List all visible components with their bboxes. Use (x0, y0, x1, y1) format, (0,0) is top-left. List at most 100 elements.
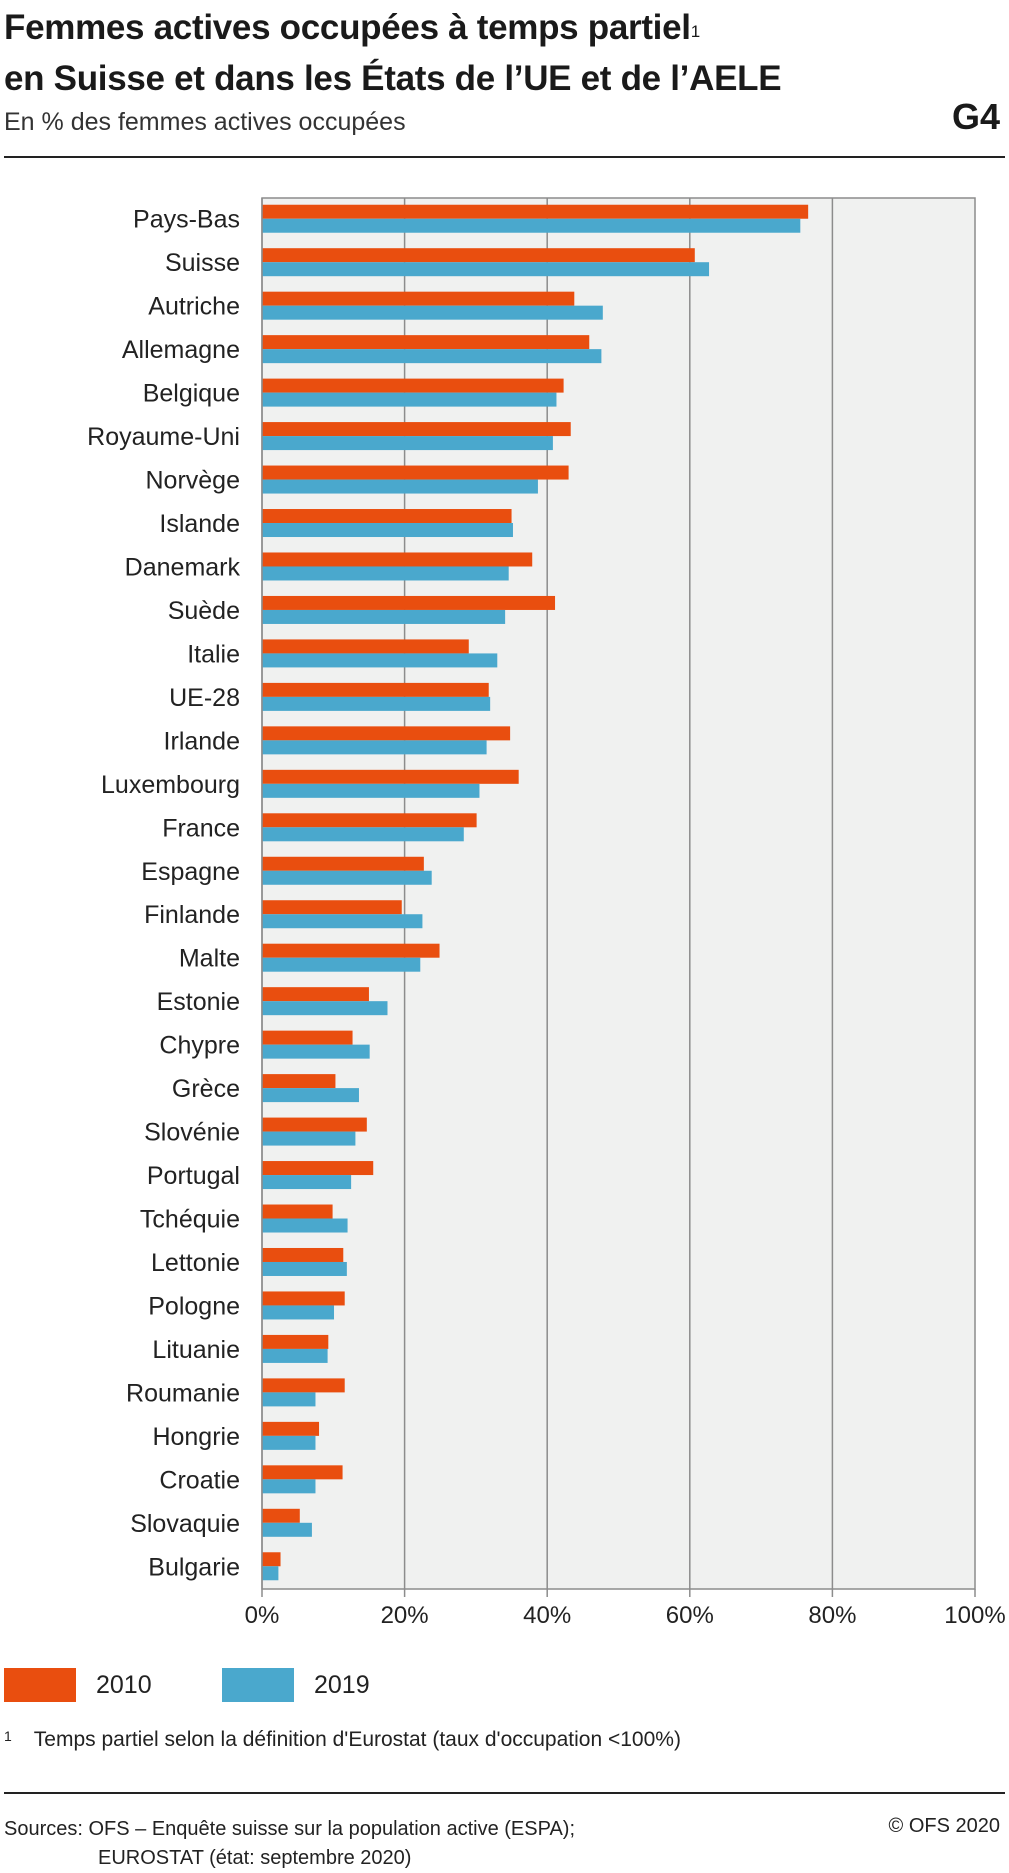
category-label: Lettonie (151, 1249, 240, 1277)
footnote-mark: 1 (4, 1728, 12, 1744)
bar-2010 (262, 595, 556, 610)
bar-2019 (262, 783, 480, 798)
bar-2019 (262, 436, 553, 451)
category-label: Suisse (165, 249, 240, 277)
legend-swatch-2019 (222, 1668, 294, 1702)
category-label: Finlande (144, 901, 240, 929)
bar-2010 (262, 1117, 367, 1132)
category-label: Suède (168, 597, 240, 625)
bar-2010 (262, 1552, 281, 1567)
bar-2010 (262, 856, 424, 871)
category-label: Malte (179, 945, 240, 973)
legend: 2010 2019 (0, 1668, 1009, 1708)
bar-2010 (262, 335, 590, 350)
sources: Sources: OFS – Enquête suisse sur la pop… (4, 1815, 575, 1873)
bar-2019 (262, 262, 710, 277)
copyright: © OFS 2020 (888, 1815, 1000, 1837)
bar-2019 (262, 1131, 356, 1146)
category-label: France (162, 814, 240, 842)
bar-2010 (262, 248, 695, 263)
category-label: Portugal (147, 1162, 240, 1190)
category-label: Lituanie (152, 1336, 240, 1364)
category-label: Bulgarie (148, 1553, 240, 1581)
bar-2010 (262, 1204, 333, 1219)
legend-label-2010: 2010 (96, 1670, 152, 1699)
category-label: UE-28 (169, 684, 240, 712)
category-label: Islande (159, 510, 240, 538)
bar-2019 (262, 827, 464, 842)
category-label: Tchéquie (140, 1206, 240, 1234)
bar-2010 (262, 682, 489, 697)
title-line-1: Femmes actives occupées à temps partiel (4, 8, 691, 47)
category-label: Slovénie (144, 1119, 240, 1147)
category-label: Pologne (148, 1292, 240, 1320)
bar-2019 (262, 479, 538, 494)
bar-2019 (262, 740, 487, 755)
x-tick-label: 40% (523, 1602, 571, 1629)
bar-2019 (262, 1001, 388, 1016)
category-label: Pays-Bas (133, 206, 240, 234)
bar-2019 (262, 1348, 328, 1363)
bar-2019 (262, 1261, 347, 1276)
bar-2019 (262, 1175, 352, 1190)
bottom-rule (4, 1792, 1005, 1794)
category-label: Autriche (148, 293, 240, 321)
bar-2019 (262, 1044, 370, 1059)
sources-line-1: Sources: OFS – Enquête suisse sur la pop… (4, 1818, 576, 1840)
category-label: Allemagne (122, 336, 240, 364)
bar-2010 (262, 422, 571, 437)
bar-2019 (262, 392, 557, 407)
bar-2010 (262, 943, 440, 958)
bar-2010 (262, 1378, 345, 1393)
category-label: Grèce (172, 1075, 240, 1103)
category-label: Estonie (157, 988, 240, 1016)
bar-2010 (262, 509, 512, 524)
bar-2010 (262, 1465, 343, 1480)
category-label: Slovaquie (130, 1510, 240, 1538)
bar-2010 (262, 1508, 300, 1523)
category-label: Irlande (164, 727, 240, 755)
bar-2019 (262, 653, 498, 668)
category-label: Croatie (159, 1466, 240, 1494)
category-label: Royaume-Uni (87, 423, 240, 451)
category-label: Hongrie (152, 1423, 240, 1451)
bar-2019 (262, 1435, 316, 1450)
bar-2010 (262, 1161, 374, 1176)
bar-chart: 0% 20% 40% 60% 80% 100% Pays-Bas Suisse Autriche… (87, 197, 1006, 1629)
bar-2010 (262, 726, 511, 741)
bar-2019 (262, 1218, 348, 1233)
bar-2019 (262, 218, 801, 233)
bar-2010 (262, 552, 533, 567)
bar-2010 (262, 378, 564, 393)
bar-2010 (262, 1030, 353, 1045)
top-rule (4, 156, 1005, 158)
bar-2019 (262, 1566, 279, 1581)
graphic-number: G4 (951, 96, 1000, 137)
x-tick-label: 20% (381, 1602, 429, 1629)
sources-line-2: EUROSTAT (état: septembre 2020) (98, 1847, 412, 1869)
x-tick-label: 100% (944, 1602, 1005, 1629)
category-label: Espagne (141, 858, 240, 886)
bar-2010 (262, 987, 369, 1002)
x-tick-label: 0% (245, 1602, 280, 1629)
category-label: Norvège (146, 467, 241, 495)
bar-2010 (262, 769, 519, 784)
bar-2019 (262, 696, 491, 711)
bar-2010 (262, 900, 402, 915)
bar-2010 (262, 813, 477, 828)
x-tick-label: 60% (666, 1602, 714, 1629)
category-label: Chypre (159, 1032, 240, 1060)
bar-2019 (262, 305, 603, 320)
bar-2019 (262, 914, 423, 929)
bar-2010 (262, 291, 575, 306)
chart-title: Femmes actives occupées à temps partiel1… (4, 2, 884, 104)
bar-2019 (262, 1479, 316, 1494)
footnote-text: Temps partiel selon la définition d'Euro… (33, 1728, 681, 1751)
bar-2010 (262, 1247, 344, 1262)
legend-label-2019: 2019 (314, 1670, 370, 1699)
bar-2019 (262, 349, 602, 364)
category-label: Danemark (125, 553, 241, 581)
bar-2010 (262, 1334, 329, 1349)
category-label: Luxembourg (101, 771, 240, 799)
bar-2019 (262, 1305, 335, 1320)
